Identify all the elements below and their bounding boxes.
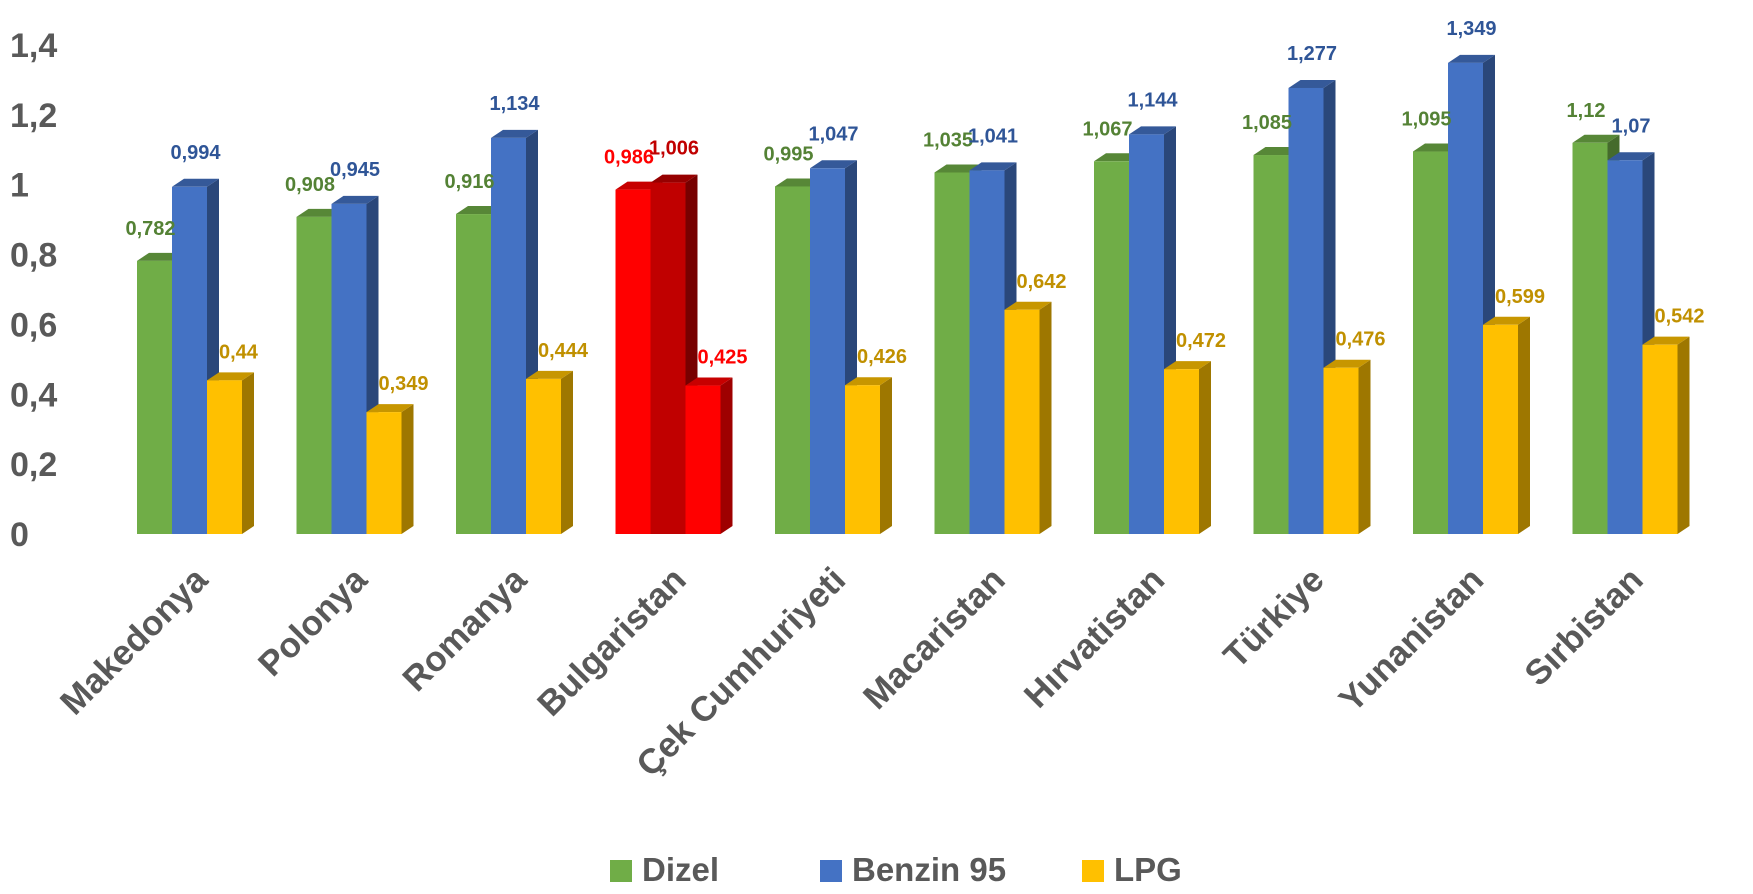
data-label: 1,047 [808, 123, 858, 145]
legend-label: LPG [1114, 851, 1182, 888]
x-tick-label: Bulgaristan [530, 560, 694, 724]
legend: Dizel Benzin 95 LPG [610, 851, 1182, 888]
x-tick-label: Romanya [395, 560, 534, 699]
data-label: 1,134 [489, 93, 540, 115]
legend-item-dizel: Dizel [610, 851, 719, 888]
bar-lpg-6 [1164, 361, 1211, 534]
x-tick-label: Hırvatistan [1017, 560, 1172, 715]
data-label: 0,349 [379, 373, 429, 395]
legend-item-lpg: LPG [1082, 851, 1182, 888]
data-label: 1,349 [1446, 18, 1496, 40]
data-label: 0,642 [1017, 271, 1067, 293]
data-label: 0,472 [1176, 330, 1226, 352]
y-tick-label: 0 [10, 516, 29, 554]
x-tick-label: Sırbistan [1517, 560, 1650, 693]
data-label: 0,782 [125, 218, 175, 240]
data-label: 0,908 [285, 174, 335, 196]
legend-swatch [820, 860, 842, 882]
legend-item-benzin-95: Benzin 95 [820, 851, 1006, 888]
data-label: 1,277 [1287, 43, 1337, 65]
data-label: 1,035 [923, 129, 973, 151]
bar-benzin-95-0 [172, 178, 219, 534]
data-label: 0,426 [857, 346, 907, 368]
x-tick-label: Yunanistan [1332, 560, 1492, 720]
bar-lpg-0 [207, 372, 254, 534]
y-tick-label: 1,4 [10, 27, 57, 65]
data-label: 0,44 [219, 341, 259, 363]
data-label: 0,476 [1336, 329, 1386, 351]
y-tick-label: 0,6 [10, 306, 57, 344]
y-tick-label: 0,4 [10, 376, 57, 414]
bar-lpg-9 [1642, 336, 1690, 534]
data-label: 1,095 [1401, 109, 1451, 131]
data-label: 0,986 [604, 147, 654, 169]
y-tick-label: 1,2 [10, 97, 57, 135]
x-tick-label: Makedonya [53, 560, 216, 723]
x-tick-label: Macaristan [856, 560, 1013, 717]
data-label: 0,599 [1495, 286, 1545, 308]
legend-swatch [1082, 860, 1104, 882]
bar-lpg-8 [1483, 316, 1530, 534]
data-label: 0,945 [330, 159, 380, 181]
bar-benzin-95-9 [1607, 152, 1655, 534]
data-label: 1,006 [649, 138, 699, 160]
data-label: 1,07 [1612, 115, 1651, 137]
y-axis: 0 0,2 0,4 0,6 0,8 1 1,2 1,4 [10, 27, 57, 554]
bar-lpg-1 [366, 404, 414, 534]
x-tick-label: Türkiye [1216, 560, 1332, 676]
data-label: 1,12 [1567, 100, 1606, 122]
bar-lpg-3 [685, 377, 733, 534]
bar-lpg-7 [1323, 359, 1371, 534]
data-label: 1,085 [1242, 112, 1292, 134]
legend-label: Benzin 95 [852, 851, 1006, 888]
y-tick-label: 0,2 [10, 446, 57, 484]
data-label: 0,995 [763, 143, 813, 165]
bar-lpg-2 [526, 370, 573, 534]
legend-swatch [610, 860, 632, 882]
data-label: 0,425 [698, 347, 748, 369]
data-label: 0,444 [538, 340, 589, 362]
data-label: 1,041 [968, 125, 1018, 147]
legend-label: Dizel [642, 851, 719, 888]
x-tick-label: Polonya [251, 560, 375, 684]
bar-lpg-4 [845, 377, 892, 534]
bars [137, 54, 1690, 535]
data-label: 0,916 [444, 171, 494, 193]
data-label: 1,144 [1127, 89, 1178, 111]
data-label: 0,994 [170, 142, 221, 164]
bar-lpg-5 [1004, 301, 1052, 534]
y-tick-label: 1 [10, 167, 29, 205]
data-label: 1,067 [1082, 118, 1132, 140]
y-tick-label: 0,8 [10, 237, 57, 275]
data-label: 0,542 [1655, 306, 1705, 328]
